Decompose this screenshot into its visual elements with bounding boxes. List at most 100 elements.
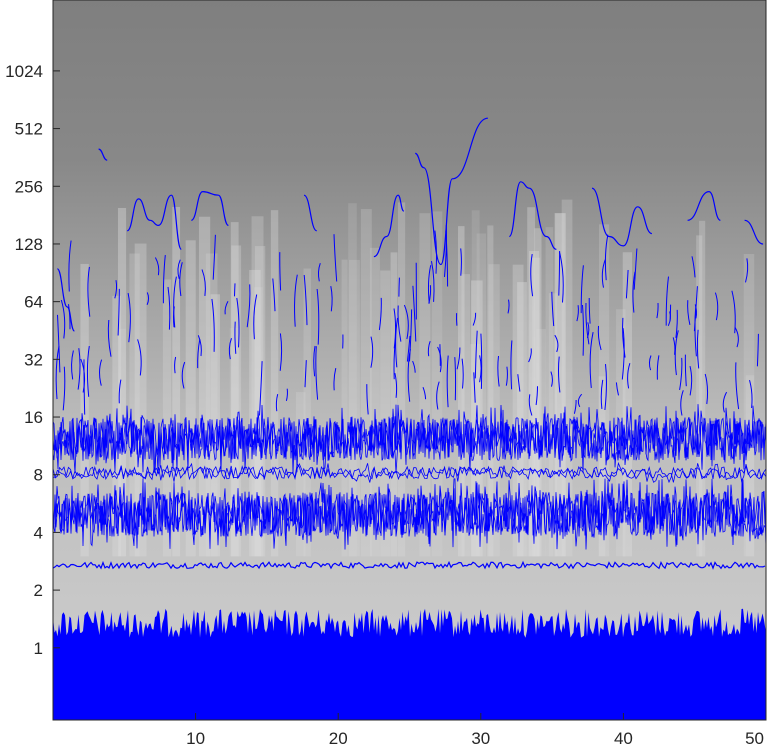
ridge-fragment <box>615 382 619 396</box>
heatmap-streak <box>488 264 500 557</box>
heatmap-streak <box>419 213 431 557</box>
heatmap-streak <box>249 269 261 557</box>
ridge-fragment <box>83 359 86 415</box>
ridge-fragment <box>427 341 431 357</box>
heatmap-streak <box>117 207 127 557</box>
ridge-fragment <box>473 372 476 403</box>
ridge-fragment <box>745 258 749 283</box>
ridge-fragment <box>272 278 276 312</box>
heatmap-streak <box>198 216 211 557</box>
ridge-fragment <box>749 379 753 409</box>
ridge-fragment <box>330 285 333 312</box>
ridge-curve <box>414 117 489 266</box>
ridge-fragment <box>731 290 736 334</box>
ridge-fragment <box>224 301 229 315</box>
ridge-fragment <box>393 341 396 380</box>
ridge-fragment <box>197 335 202 357</box>
heatmap-streak <box>529 251 540 557</box>
ridge-fragment <box>517 374 521 392</box>
ridge-fragment <box>633 248 638 290</box>
heatmap-streak <box>380 270 391 557</box>
ridge-band <box>53 404 766 474</box>
heatmap-streak <box>622 252 632 557</box>
ridge-fragment <box>528 348 532 363</box>
ridge-band <box>53 404 766 474</box>
ridge-fragment <box>621 328 625 380</box>
y-axis: 1 2 4 8 16 32 64 128 256 512 1024 <box>5 62 60 658</box>
ridge-fragment <box>689 365 693 396</box>
ridge-fragment <box>431 261 435 302</box>
ridge-fragment <box>559 251 564 303</box>
ridge-fragment <box>275 393 279 412</box>
ridge-fragment <box>234 321 237 354</box>
ridge-fragment <box>722 391 728 413</box>
ridge-fragment <box>60 299 66 339</box>
ridge-fragment <box>253 294 258 340</box>
ridge-fragment <box>174 356 177 374</box>
heatmap-streak <box>231 245 242 557</box>
heatmap-streak <box>251 216 264 557</box>
y-tick-label: 16 <box>24 408 43 427</box>
ridge-fragment <box>394 372 398 398</box>
ridge-fragment <box>246 284 251 328</box>
ridge-band <box>53 462 766 484</box>
ridge-fragment <box>588 297 591 324</box>
heatmap-streak <box>471 280 483 557</box>
ridge-fragment <box>632 271 636 313</box>
heatmap-streak <box>270 210 279 557</box>
ridge-fragment <box>756 333 759 367</box>
heatmap-streaks <box>80 199 755 557</box>
ridge-fragment <box>317 263 321 282</box>
ridge-fragment <box>211 298 215 352</box>
ridge-fragment <box>528 394 533 416</box>
heatmap-streak <box>348 259 360 557</box>
ridge-fragment <box>672 337 676 355</box>
ridge-fragment <box>173 276 177 328</box>
ridge-fragment <box>648 355 652 371</box>
ridge-fragment <box>406 335 411 362</box>
ridge-fragment <box>460 248 462 276</box>
ridge-fragment <box>530 254 534 297</box>
ridge-fragment <box>181 361 186 389</box>
ridge-fragment <box>259 361 263 416</box>
ridge-fragment <box>398 277 400 297</box>
heatmap-streak <box>598 224 610 557</box>
x-tick-label: 10 <box>186 729 205 748</box>
ridge-fragment <box>154 257 160 276</box>
y-tick-label: 4 <box>34 523 43 542</box>
ridge-fragment <box>366 384 369 415</box>
ridge-fragment <box>68 304 71 330</box>
ridge-fragment <box>197 339 201 369</box>
heatmap-streak <box>432 211 443 557</box>
heatmap-streak <box>129 253 140 557</box>
ridge-fragment <box>551 291 555 327</box>
ridge-band <box>53 478 766 549</box>
ridge-fragment <box>601 259 606 288</box>
ridge-fragment <box>696 329 700 369</box>
heatmap-streak <box>470 344 481 557</box>
ridge-fragment <box>576 305 579 322</box>
ridge-curve <box>56 268 75 332</box>
ridge-fragment <box>407 348 411 402</box>
ridge-fragment <box>228 338 232 360</box>
ridge-fragment <box>86 346 90 397</box>
ridge-band <box>53 461 766 483</box>
ridge-fragment <box>279 252 282 291</box>
ridge-fragment <box>177 259 181 280</box>
ridge-fragment <box>315 346 319 400</box>
heatmap-streak <box>527 207 536 557</box>
ridge-band <box>53 478 766 549</box>
x-tick-label: 40 <box>614 729 633 748</box>
ridge-curve <box>508 181 557 250</box>
ridge-fragment <box>146 292 150 306</box>
ridge-curve <box>744 219 764 245</box>
ridge-curve <box>687 190 721 221</box>
ridge-band <box>53 560 766 570</box>
heatmap-streak <box>699 220 706 557</box>
ridge-fragment <box>436 381 440 410</box>
ridge-fragment <box>294 274 298 327</box>
heatmap-streak <box>185 240 196 557</box>
heatmap-streak <box>561 199 573 557</box>
ridge-band <box>53 608 766 720</box>
ridge-fragment <box>474 330 478 379</box>
